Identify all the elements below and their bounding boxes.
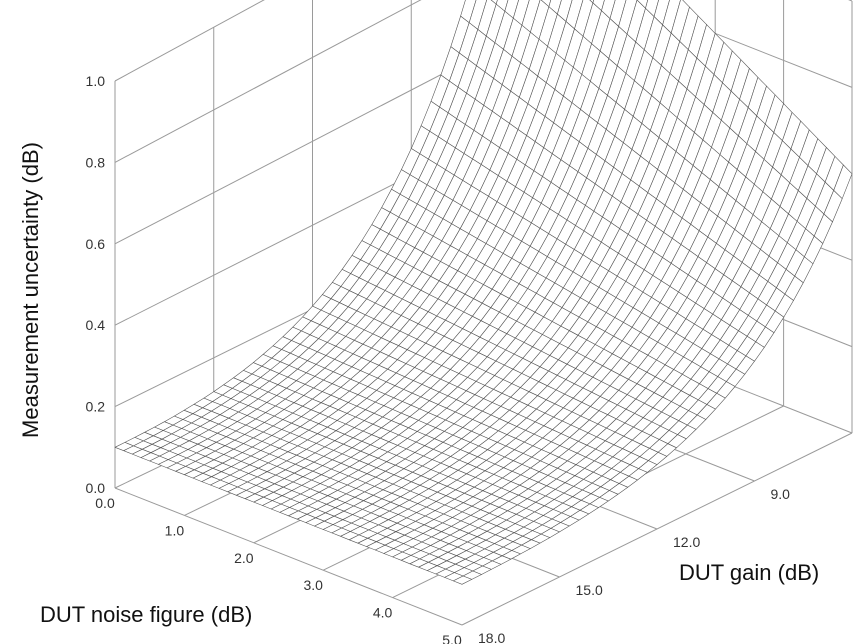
tick-labels: 0.00.20.40.60.81.00.01.02.03.04.05.06.09… — [86, 73, 791, 644]
x-tick-label: 3.0 — [303, 577, 323, 593]
grid-line — [114, 0, 265, 82]
x-tick-label: 5.0 — [442, 632, 462, 644]
y-tick-label: 18.0 — [478, 630, 505, 644]
x-tick-label: 4.0 — [373, 605, 393, 621]
z-tick-label: 0.2 — [86, 399, 106, 415]
surface-patch — [452, 575, 473, 585]
y-tick-label: 12.0 — [673, 534, 700, 550]
x-axis-title: DUT noise figure (dB) — [40, 602, 252, 627]
z-tick-label: 0.0 — [86, 480, 106, 496]
y-tick-label: 15.0 — [576, 582, 603, 598]
z-axis-title: Measurement uncertainty (dB) — [18, 142, 43, 438]
z-tick-label: 0.6 — [86, 236, 106, 252]
x-tick-label: 2.0 — [234, 550, 254, 566]
y-tick-label: 9.0 — [771, 486, 791, 502]
surface-mesh — [114, 0, 853, 585]
z-tick-label: 1.0 — [86, 73, 106, 89]
x-tick-label: 0.0 — [95, 495, 115, 511]
x-tick-label: 1.0 — [165, 522, 185, 538]
grid-line — [114, 487, 463, 626]
y-axis-title: DUT gain (dB) — [679, 560, 819, 585]
z-tick-label: 0.4 — [86, 317, 106, 333]
z-tick-label: 0.8 — [86, 154, 106, 170]
